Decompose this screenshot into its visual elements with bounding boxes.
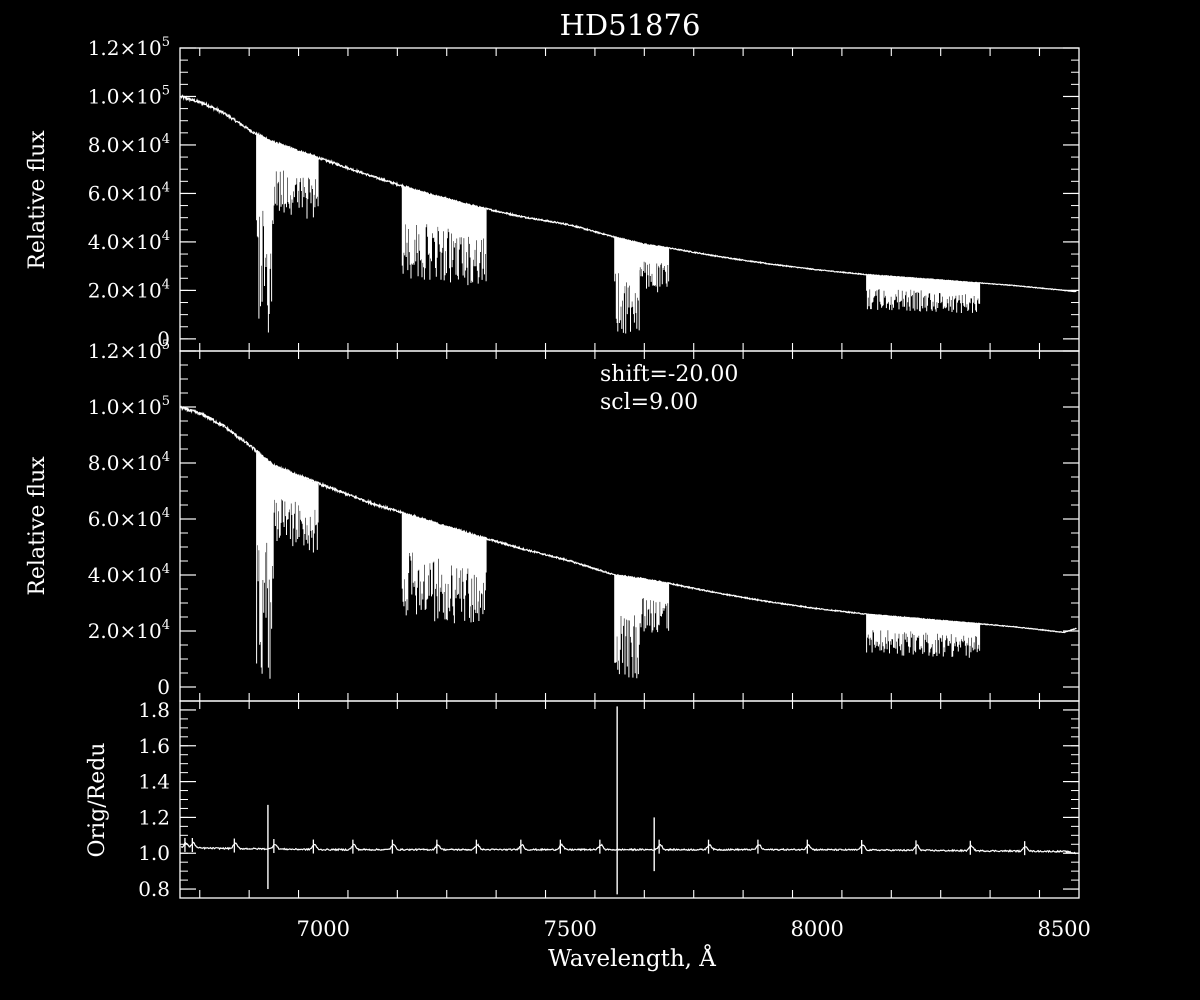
shift-annotation: shift=-20.00 bbox=[600, 362, 738, 387]
middle-spectrum-plot bbox=[180, 405, 1077, 679]
y-tick-label: 4.0×104 bbox=[88, 562, 170, 587]
y-tick-label: 1.0 bbox=[138, 841, 170, 865]
y-tick-label: 0.8 bbox=[138, 877, 170, 901]
y-tick-exponent: 4 bbox=[162, 229, 170, 244]
y-tick-exponent: 4 bbox=[162, 562, 170, 577]
x-tick-label: 8500 bbox=[1037, 917, 1090, 941]
y-tick-exponent: 4 bbox=[162, 450, 170, 465]
y-tick-exponent: 4 bbox=[162, 180, 170, 195]
top-spectrum-plot bbox=[180, 94, 1077, 334]
y-tick-label: 6.0×104 bbox=[88, 180, 170, 205]
y-tick-exponent: 5 bbox=[162, 35, 170, 50]
middle-y-axis: 0 2.0×104 4.0×104 6.0×104 8.0×104 1.0×105 1.2×… bbox=[88, 338, 1079, 702]
y-tick-label: 2.0×104 bbox=[88, 277, 170, 302]
y-tick-exponent: 4 bbox=[162, 132, 170, 147]
x-tick-label: 7500 bbox=[543, 917, 596, 941]
y-tick-exponent: 5 bbox=[162, 338, 170, 353]
y-tick-label: 0 bbox=[157, 327, 170, 351]
y-tick-exponent: 4 bbox=[162, 506, 170, 521]
y-tick-label: 4.0×104 bbox=[88, 229, 170, 254]
chart-title: HD51876 bbox=[560, 8, 701, 42]
spectrum-continuum bbox=[180, 94, 1077, 293]
absorption-lines bbox=[256, 134, 981, 334]
bottom-y-axis-label: Orig/Redu bbox=[85, 743, 110, 858]
x-tick-labels: 7000 7500 8000 8500 bbox=[297, 917, 1091, 941]
y-tick-exponent: 5 bbox=[162, 394, 170, 409]
bottom-x-axis bbox=[199, 701, 1041, 898]
y-tick-label: 1.6 bbox=[138, 734, 170, 758]
y-tick-exponent: 4 bbox=[162, 618, 170, 633]
top-x-axis bbox=[199, 48, 1041, 351]
y-tick-label: 1.8 bbox=[138, 698, 170, 722]
y-tick-label: 8.0×104 bbox=[88, 132, 170, 157]
ratio-trace bbox=[180, 841, 1077, 855]
y-tick-label: 1.2×105 bbox=[88, 35, 170, 60]
middle-panel: 0 2.0×104 4.0×104 6.0×104 8.0×104 1.0×105 1.2×… bbox=[25, 338, 1080, 702]
y-tick-label: 1.0×105 bbox=[88, 394, 170, 419]
scale-annotation: scl=9.00 bbox=[600, 390, 698, 415]
top-y-axis-label: Relative flux bbox=[25, 130, 50, 270]
middle-y-axis-label: Relative flux bbox=[25, 456, 50, 596]
x-tick-label: 7000 bbox=[297, 917, 350, 941]
y-tick-label: 1.2 bbox=[138, 805, 170, 829]
y-tick-label: 6.0×104 bbox=[88, 506, 170, 531]
y-tick-label: 1.2×105 bbox=[88, 338, 170, 363]
y-tick-label: 1.0×105 bbox=[88, 83, 170, 108]
y-tick-exponent: 4 bbox=[162, 277, 170, 292]
x-tick-label: 8000 bbox=[790, 917, 843, 941]
ratio-plot bbox=[180, 706, 1077, 895]
y-tick-label: 0 bbox=[157, 675, 170, 699]
absorption-lines bbox=[256, 451, 981, 679]
top-y-axis: 0 2.0×104 4.0×104 6.0×104 8.0×104 1.0×105 1.2×… bbox=[88, 35, 1079, 352]
top-panel: 0 2.0×104 4.0×104 6.0×104 8.0×104 1.0×105 1.2×… bbox=[25, 35, 1080, 352]
bottom-panel: 0.8 1.0 1.2 1.4 1.6 1.8 Orig/Redu bbox=[85, 698, 1080, 901]
y-tick-label: 1.4 bbox=[138, 770, 170, 794]
y-tick-label: 2.0×104 bbox=[88, 618, 170, 643]
y-tick-exponent: 5 bbox=[162, 83, 170, 98]
x-axis-label: Wavelength, Å bbox=[548, 944, 716, 972]
middle-x-axis bbox=[199, 351, 1041, 701]
y-tick-label: 8.0×104 bbox=[88, 450, 170, 475]
